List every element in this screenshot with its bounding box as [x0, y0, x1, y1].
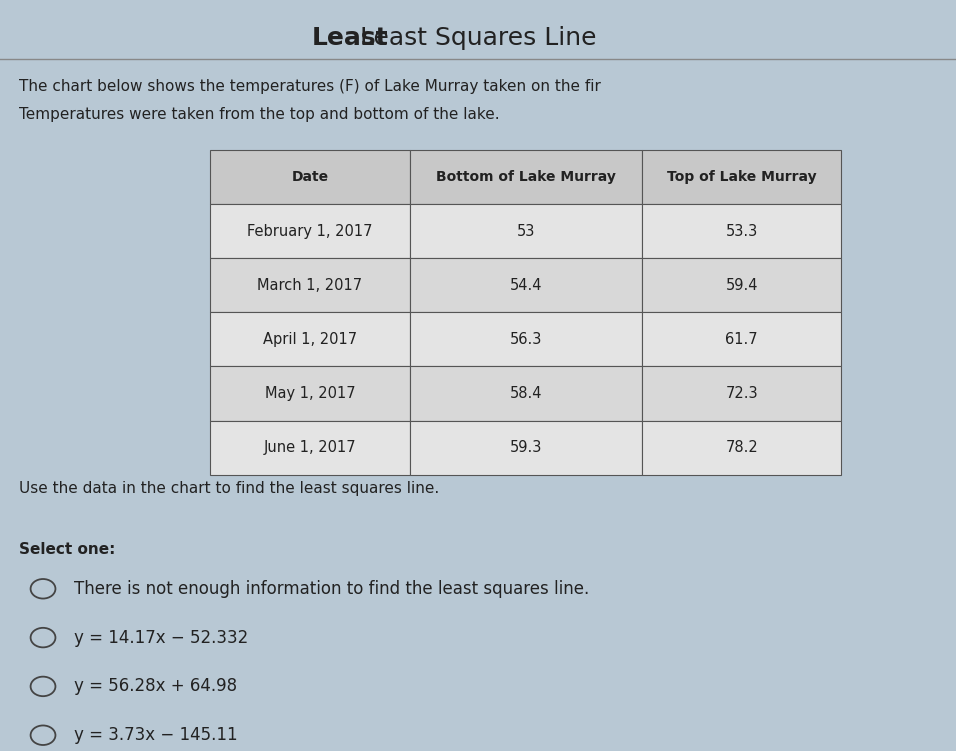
Text: 59.4: 59.4 [726, 278, 758, 293]
Text: March 1, 2017: March 1, 2017 [257, 278, 362, 293]
FancyBboxPatch shape [642, 312, 841, 366]
FancyBboxPatch shape [642, 366, 841, 421]
Text: 58.4: 58.4 [510, 386, 542, 401]
FancyBboxPatch shape [642, 258, 841, 312]
Text: May 1, 2017: May 1, 2017 [265, 386, 356, 401]
FancyBboxPatch shape [210, 150, 409, 204]
Text: 56.3: 56.3 [510, 332, 542, 347]
FancyBboxPatch shape [409, 150, 642, 204]
Text: 53.3: 53.3 [726, 224, 758, 239]
Text: June 1, 2017: June 1, 2017 [264, 440, 357, 455]
FancyBboxPatch shape [210, 258, 409, 312]
FancyBboxPatch shape [642, 204, 841, 258]
Text: y = 56.28x + 64.98: y = 56.28x + 64.98 [74, 677, 237, 695]
Text: Bottom of Lake Murray: Bottom of Lake Murray [436, 170, 616, 184]
Text: Use the data in the chart to find the least squares line.: Use the data in the chart to find the le… [19, 481, 440, 496]
Text: 72.3: 72.3 [726, 386, 758, 401]
FancyBboxPatch shape [409, 366, 642, 421]
Text: Select one:: Select one: [19, 542, 116, 557]
Text: April 1, 2017: April 1, 2017 [263, 332, 357, 347]
FancyBboxPatch shape [642, 421, 841, 475]
Text: Least: Least [312, 26, 388, 50]
Text: Least Squares Line: Least Squares Line [359, 26, 597, 50]
FancyBboxPatch shape [409, 258, 642, 312]
FancyBboxPatch shape [642, 150, 841, 204]
Text: Temperatures were taken from the top and bottom of the lake.: Temperatures were taken from the top and… [19, 107, 500, 122]
FancyBboxPatch shape [409, 421, 642, 475]
Text: There is not enough information to find the least squares line.: There is not enough information to find … [74, 580, 589, 598]
FancyBboxPatch shape [409, 312, 642, 366]
Text: y = 14.17x − 52.332: y = 14.17x − 52.332 [74, 629, 248, 647]
Text: y = 3.73x − 145.11: y = 3.73x − 145.11 [74, 726, 237, 744]
Text: The chart below shows the temperatures (F) of Lake Murray taken on the fir: The chart below shows the temperatures (… [19, 79, 601, 94]
Text: Top of Lake Murray: Top of Lake Murray [667, 170, 816, 184]
Text: 61.7: 61.7 [726, 332, 758, 347]
Text: 54.4: 54.4 [510, 278, 542, 293]
Text: 53: 53 [516, 224, 535, 239]
FancyBboxPatch shape [210, 204, 409, 258]
FancyBboxPatch shape [210, 366, 409, 421]
Text: 78.2: 78.2 [726, 440, 758, 455]
Text: February 1, 2017: February 1, 2017 [248, 224, 373, 239]
FancyBboxPatch shape [210, 312, 409, 366]
FancyBboxPatch shape [409, 204, 642, 258]
Text: Date: Date [292, 170, 329, 184]
FancyBboxPatch shape [210, 421, 409, 475]
Text: 59.3: 59.3 [510, 440, 542, 455]
